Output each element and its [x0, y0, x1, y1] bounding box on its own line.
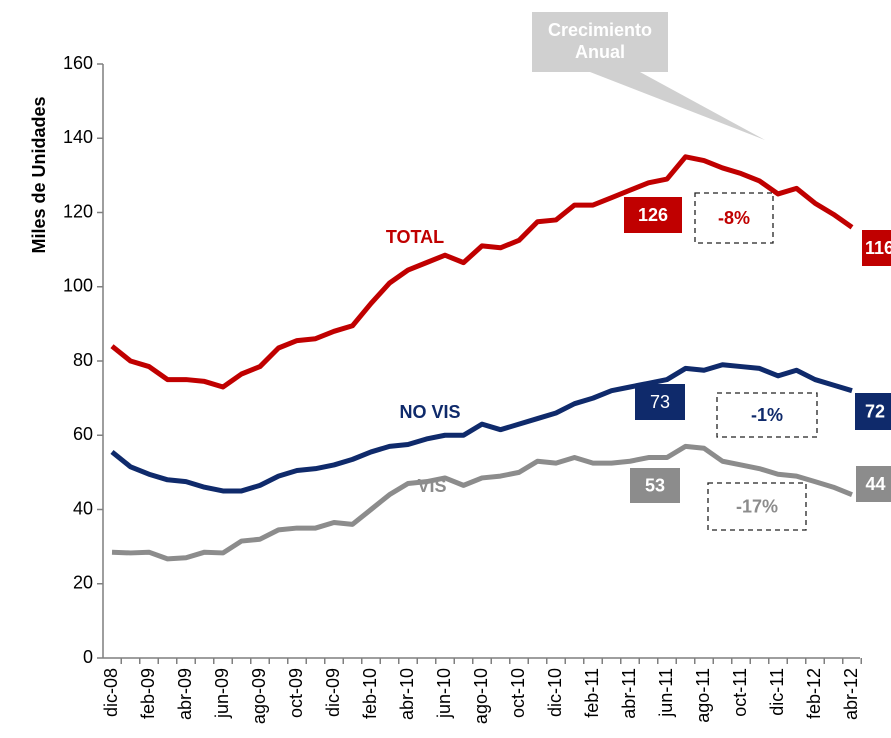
start-label-box: [624, 197, 682, 233]
series-line: [111, 443, 853, 562]
x-tick-label: dic-11: [767, 668, 787, 716]
x-tick-label: jun-11: [656, 668, 676, 718]
end-label: 44: [865, 474, 885, 494]
start-label-box: [630, 468, 680, 503]
start-label: 53: [645, 475, 665, 495]
series-label: TOTAL: [386, 227, 444, 247]
y-tick-label: 0: [83, 647, 93, 667]
y-tick-label: 40: [73, 498, 93, 518]
start-label-box: [635, 384, 685, 420]
x-tick-label: oct-09: [286, 668, 306, 718]
start-label: 73: [650, 392, 670, 412]
x-tick-label: ago-10: [471, 668, 491, 724]
callout-line: Anual: [575, 42, 625, 62]
change-label-box: [716, 392, 818, 438]
change-label: -17%: [736, 496, 778, 516]
end-label-box: [862, 230, 891, 266]
x-tick-label: feb-10: [360, 668, 380, 719]
x-tick-label: ago-11: [693, 668, 713, 723]
start-label: 126: [638, 205, 668, 225]
callout-text: Crecimiento Anual: [548, 20, 652, 62]
x-tick-label: jun-09: [212, 668, 232, 719]
x-tick-label: oct-11: [730, 668, 750, 717]
change-label: -8%: [718, 208, 750, 228]
callout-shape: [532, 12, 765, 140]
x-tick-label: abr-12: [841, 668, 861, 720]
change-label-box: [707, 482, 807, 531]
x-tick-label: feb-12: [804, 668, 824, 719]
y-tick-label: 80: [73, 350, 93, 370]
x-tick-label: abr-11: [619, 668, 639, 719]
y-tick-label: 20: [73, 573, 93, 593]
end-label-box: [855, 393, 891, 430]
x-tick-label: abr-09: [175, 668, 195, 720]
x-tick-label: dic-10: [545, 668, 565, 717]
x-tick-label: feb-11: [582, 668, 602, 718]
series-label: VIS: [417, 476, 446, 496]
x-tick-label: jun-10: [434, 668, 454, 719]
x-tick-label: oct-10: [508, 668, 528, 718]
end-label: 116: [865, 238, 891, 258]
x-tick-label: ago-09: [249, 668, 269, 724]
series-label: NO VIS: [399, 402, 460, 422]
change-label: -1%: [751, 405, 783, 425]
y-axis-label: Miles de Unidades: [29, 96, 49, 253]
y-tick-label: 100: [63, 276, 93, 296]
change-label-box: [694, 192, 774, 244]
x-tick-label: feb-09: [138, 668, 158, 719]
x-tick-label: abr-10: [397, 668, 417, 720]
end-label-box: [856, 466, 891, 502]
y-tick-label: 160: [63, 53, 93, 73]
series-line: [110, 154, 854, 390]
callout: [532, 12, 765, 140]
y-tick-label: 120: [63, 201, 93, 221]
x-tick-label: dic-09: [323, 668, 343, 717]
series-line: [110, 362, 853, 494]
y-tick-label: 60: [73, 424, 93, 444]
end-label: 72: [865, 401, 885, 421]
y-tick-label: 140: [63, 127, 93, 147]
x-tick-label: dic-08: [101, 668, 121, 717]
callout-line: Crecimiento: [548, 20, 652, 40]
